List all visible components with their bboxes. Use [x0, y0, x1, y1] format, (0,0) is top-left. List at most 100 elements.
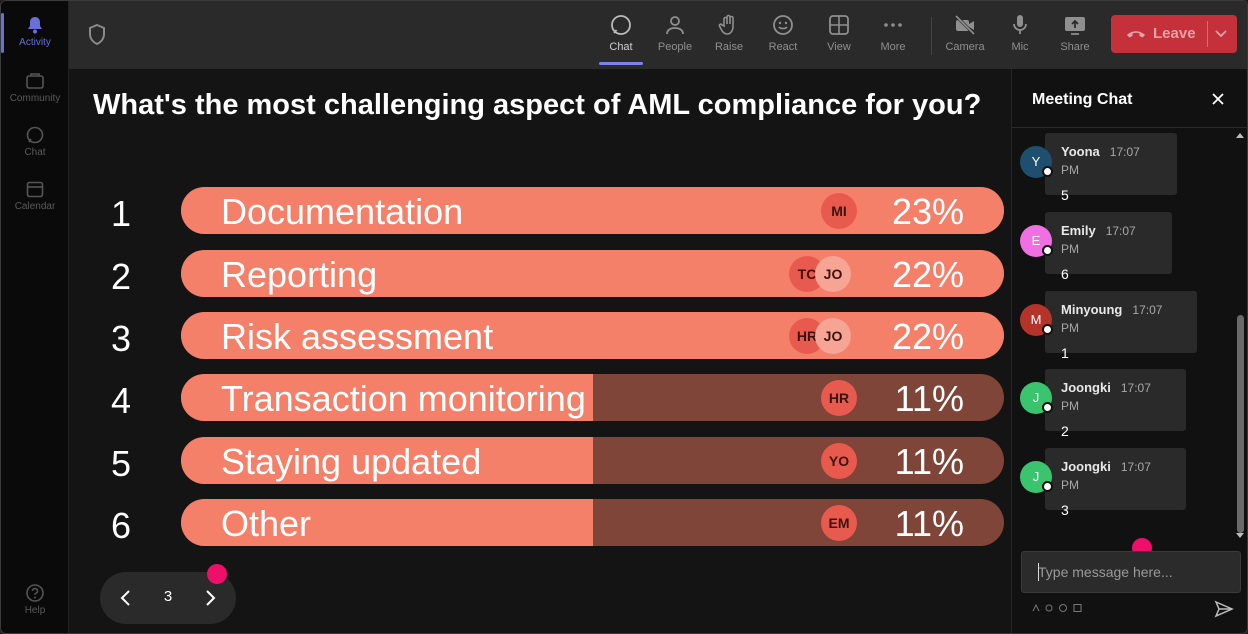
option-percent: 11%: [894, 441, 964, 482]
message-time: 17:07 PM: [1061, 224, 1136, 256]
toolbar-react-button[interactable]: React: [757, 11, 809, 67]
option-rank: 2: [110, 256, 132, 297]
sender-name: Emily: [1061, 223, 1096, 238]
shield-icon[interactable]: [87, 23, 107, 47]
app-rail: Activity Community Chat Calendar Help: [1, 1, 69, 633]
avatar-initial: M: [1030, 312, 1042, 327]
toolbar-chat-button[interactable]: Chat: [595, 11, 647, 67]
rail-item-calendar[interactable]: Calendar: [5, 171, 65, 223]
option-percent: 22%: [891, 254, 964, 295]
presence-indicator: [1042, 481, 1053, 492]
chevron-right-icon[interactable]: [198, 586, 222, 610]
rail-label: Help: [24, 605, 46, 616]
sender-name: Joongki: [1061, 459, 1111, 474]
rail-item-chat[interactable]: Chat: [5, 117, 65, 169]
format-tools-icon: [1032, 603, 1082, 612]
option-label: Reporting: [221, 254, 378, 295]
toolbar-camera-button[interactable]: Camera: [939, 11, 991, 67]
leave-label: Leave: [1153, 25, 1196, 42]
chevron-left-icon[interactable]: [114, 586, 138, 610]
toolbar-people-button[interactable]: People: [649, 11, 701, 67]
presence-indicator: [1042, 324, 1053, 335]
toolbar-raise-button[interactable]: Raise: [703, 11, 755, 67]
rail-item-help[interactable]: Help: [5, 575, 65, 627]
voter-avatars: YO: [181, 443, 921, 479]
camera-off-icon: [954, 14, 976, 36]
toolbar-more-button[interactable]: More: [867, 11, 919, 67]
result-bar: Other EM 11%: [181, 499, 1004, 546]
leave-button[interactable]: Leave: [1111, 15, 1237, 53]
avatar-initial: E: [1031, 233, 1041, 248]
message-text: 5: [1061, 187, 1069, 203]
chat-message-input[interactable]: Type message here...: [1021, 551, 1241, 593]
hang-up-icon: [1127, 31, 1145, 38]
microphone-icon: [1013, 15, 1027, 34]
voter-avatar: EM: [821, 505, 857, 541]
rail-label: Community: [9, 93, 61, 104]
result-bar-fill: [181, 374, 593, 421]
message-header: Joongki 17:07 PM: [1061, 379, 1170, 415]
option-label: Transaction monitoring: [221, 378, 586, 419]
result-bar: Documentation MI 23%: [181, 187, 1004, 234]
avatar[interactable]: J: [1020, 461, 1053, 493]
avatar-initial: J: [1032, 390, 1040, 405]
message-bubble: Minyoung 17:07 PM 1: [1045, 291, 1197, 361]
toolbar-divider: [931, 17, 932, 55]
toolbar-share-button[interactable]: Share: [1049, 11, 1101, 67]
toolbar-view-button[interactable]: View: [813, 11, 865, 67]
toolbar-label: People: [657, 41, 693, 53]
message-header: Minyoung 17:07 PM: [1061, 301, 1181, 337]
sender-name: Minyoung: [1061, 302, 1123, 317]
message-header: Yoona 17:07 PM: [1061, 143, 1161, 179]
rail-label: Chat: [24, 147, 46, 158]
pointer-dot: [207, 564, 227, 584]
toolbar-label: React: [768, 41, 798, 53]
calendar-icon: [26, 181, 44, 198]
page-number: 3: [163, 588, 173, 605]
sender-name: Joongki: [1061, 380, 1111, 395]
presence-indicator: [1042, 245, 1053, 256]
message-header: Joongki 17:07 PM: [1061, 458, 1170, 494]
chevron-down-icon[interactable]: [1213, 25, 1229, 41]
bell-icon: [28, 17, 42, 34]
result-bar-fill: [181, 187, 1004, 234]
chat-scrollbar[interactable]: [1234, 129, 1246, 543]
message-bubble: Emily 17:07 PM 6: [1045, 212, 1172, 282]
toolbar-label: View: [827, 41, 851, 53]
poll-option-row: 6 Other EM 11%: [93, 499, 1005, 547]
raise-hand-icon: [718, 14, 734, 35]
avatar[interactable]: E: [1020, 225, 1053, 257]
toolbar-label: More: [880, 41, 906, 53]
toolbar-mic-button[interactable]: Mic: [994, 11, 1046, 67]
voter-avatar: JO: [815, 256, 851, 292]
rail-label: Calendar: [14, 201, 56, 212]
leave-divider: [1207, 21, 1208, 47]
rail-item-community[interactable]: Community: [5, 63, 65, 115]
poll-option-row: 5 Staying updated YO 11%: [93, 437, 1005, 485]
emoji-icon: [773, 15, 793, 35]
voter-avatar: YO: [821, 443, 857, 479]
chat-icon: [611, 15, 631, 35]
chat-title: Meeting Chat: [1032, 91, 1133, 108]
option-percent: 11%: [894, 503, 964, 544]
message-text: 3: [1061, 502, 1069, 518]
voter-avatar: HR: [821, 380, 857, 416]
presence-indicator: [1042, 402, 1053, 413]
result-bar-fill: [181, 499, 593, 546]
avatar[interactable]: M: [1020, 304, 1053, 336]
rail-item-activity[interactable]: Activity: [1, 7, 65, 59]
avatar[interactable]: Y: [1020, 146, 1053, 178]
result-bar: Staying updated YO 11%: [181, 437, 1004, 484]
chat-format-tools[interactable]: [1032, 603, 1088, 615]
option-percent: 23%: [891, 191, 964, 232]
close-icon[interactable]: [1210, 91, 1226, 107]
option-rank: 3: [110, 318, 132, 359]
scrollbar-thumb[interactable]: [1237, 315, 1244, 533]
more-icon: [884, 23, 902, 27]
voter-avatars: HR JO: [181, 318, 921, 354]
avatar[interactable]: J: [1020, 382, 1053, 414]
send-icon[interactable]: [1214, 599, 1234, 619]
toolbar-label: Raise: [714, 41, 744, 53]
poll-option-row: 3 Risk assessment HR JO 22%: [93, 312, 1005, 360]
